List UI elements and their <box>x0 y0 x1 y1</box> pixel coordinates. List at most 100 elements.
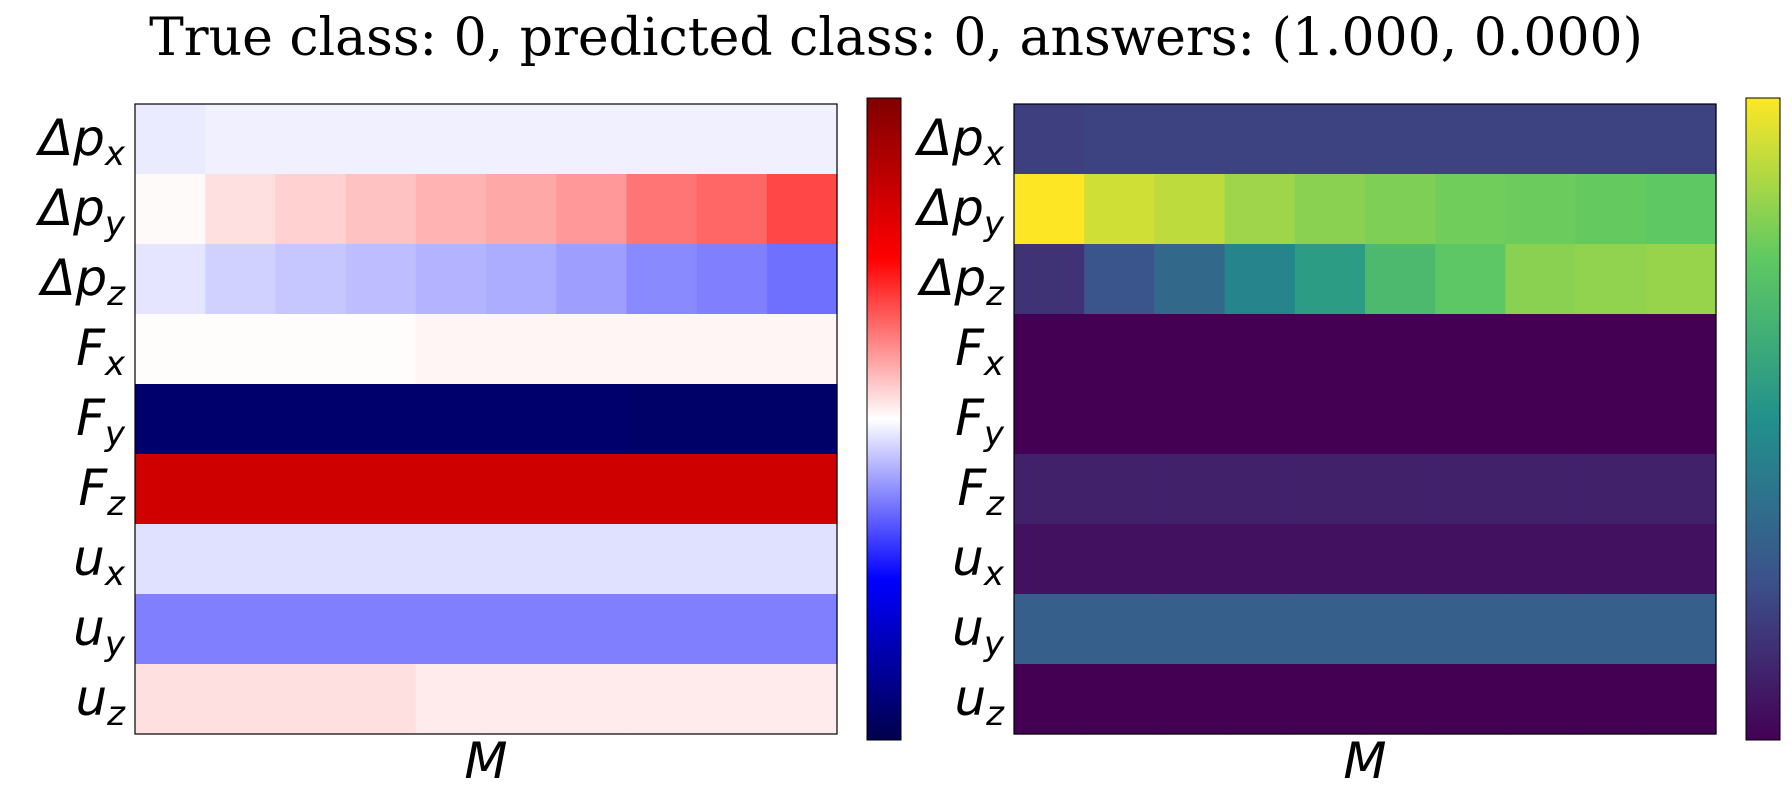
heatmap-cell <box>486 524 557 595</box>
heatmap-cell <box>1294 454 1366 525</box>
heatmap-cell <box>1154 104 1226 175</box>
heatmap-cell <box>135 384 206 455</box>
x-axis-label: M <box>464 732 507 790</box>
row-tick-label: Δpy <box>35 179 126 244</box>
heatmap-cell <box>1084 314 1155 385</box>
heatmap-cell <box>1014 594 1085 665</box>
heatmap-cell <box>1224 594 1296 665</box>
heatmap-cell <box>1435 664 1506 735</box>
heatmap-cell <box>275 524 347 595</box>
row-tick-label: Δpz <box>916 249 1005 314</box>
heatmap-cell <box>275 104 347 175</box>
plot-frame <box>134 103 838 735</box>
heatmap-cell <box>626 174 698 245</box>
heatmap-cell <box>1505 454 1577 525</box>
heatmap-cell <box>696 174 768 245</box>
heatmap-cell <box>205 524 276 595</box>
heatmap-cell <box>1154 594 1226 665</box>
heatmap-cell <box>1575 244 1647 315</box>
heatmap-cell <box>1224 104 1296 175</box>
heatmap-cell <box>1505 594 1577 665</box>
heatmap-cell <box>345 384 417 455</box>
row-tick-label: Fx <box>76 319 126 384</box>
heatmap-cell <box>275 174 347 245</box>
heatmap-cell <box>1575 594 1647 665</box>
heatmap-cell <box>556 384 627 455</box>
row-tick-label: Fy <box>955 389 1005 454</box>
heatmap-cell <box>1224 664 1296 735</box>
heatmap-cell <box>1014 174 1085 245</box>
heatmap-cell <box>1224 244 1296 315</box>
heatmap-cell <box>696 244 768 315</box>
heatmap-cell <box>415 454 487 525</box>
heatmap-cell <box>1014 524 1085 595</box>
heatmap-cell <box>1014 454 1085 525</box>
heatmap-cell <box>1154 524 1226 595</box>
row-tick-label: Fx <box>955 319 1005 384</box>
heatmap-cell <box>135 174 206 245</box>
heatmap-cell <box>1294 524 1366 595</box>
heatmap-cell <box>1365 104 1436 175</box>
heatmap-cell <box>1294 384 1366 455</box>
heatmap-cell <box>205 174 276 245</box>
heatmap-cell <box>1294 594 1366 665</box>
row-tick-label: Δpx <box>914 109 1005 174</box>
heatmap-cell <box>1505 174 1577 245</box>
heatmap-cell <box>1365 524 1436 595</box>
heatmap-cell <box>1084 524 1155 595</box>
heatmap-cell <box>1645 314 1717 385</box>
heatmap-cell <box>1435 594 1506 665</box>
heatmap-cell <box>556 104 627 175</box>
heatmap-cell <box>415 314 487 385</box>
heatmap-cell <box>626 384 698 455</box>
heatmap-cell <box>1435 104 1506 175</box>
heatmap-cell <box>135 524 206 595</box>
row-tick-label: Δpx <box>35 109 126 174</box>
heatmap-cell <box>1294 314 1366 385</box>
heatmap-cell <box>696 104 768 175</box>
heatmap-cell <box>1154 314 1226 385</box>
row-tick-label: Fy <box>76 389 126 454</box>
heatmap-cell <box>1014 104 1085 175</box>
heatmap-cell <box>345 594 417 665</box>
heatmap-cell <box>275 454 347 525</box>
heatmap-cell <box>766 244 838 315</box>
heatmap-cell <box>696 314 768 385</box>
heatmap-cell <box>626 244 698 315</box>
heatmap-cell <box>1645 454 1717 525</box>
heatmap-cell <box>486 104 557 175</box>
heatmap-cell <box>696 454 768 525</box>
heatmap-cell <box>1435 384 1506 455</box>
heatmap-cell <box>766 104 838 175</box>
heatmap-cell <box>696 384 768 455</box>
heatmap-cell <box>486 314 557 385</box>
row-tick-label: uy <box>73 599 126 664</box>
row-tick-label: uz <box>954 669 1005 734</box>
heatmap-cell <box>345 244 417 315</box>
heatmap-cell <box>696 594 768 665</box>
heatmap-cell <box>205 594 276 665</box>
heatmap-cell <box>1224 454 1296 525</box>
plot-frame <box>1013 103 1717 735</box>
heatmap-cell <box>556 524 627 595</box>
heatmap-cell <box>345 174 417 245</box>
heatmap-cell <box>1084 454 1155 525</box>
heatmap-cell <box>1014 384 1085 455</box>
x-axis-label: M <box>1343 732 1386 790</box>
heatmap-cell <box>1505 314 1577 385</box>
heatmap-cell <box>1575 664 1647 735</box>
heatmap-cell <box>1645 594 1717 665</box>
heatmap-cell <box>345 314 417 385</box>
heatmap-cell <box>486 384 557 455</box>
heatmap-cell <box>1084 594 1155 665</box>
heatmap-cell <box>1224 384 1296 455</box>
heatmap-cell <box>205 104 276 175</box>
row-tick-label: ux <box>73 529 126 594</box>
row-tick-label: Fz <box>78 459 126 524</box>
heatmap-cell <box>766 594 838 665</box>
heatmap-cell <box>1645 174 1717 245</box>
heatmap-cell <box>275 594 347 665</box>
heatmap-cell <box>1435 244 1506 315</box>
heatmap-cell <box>556 594 627 665</box>
